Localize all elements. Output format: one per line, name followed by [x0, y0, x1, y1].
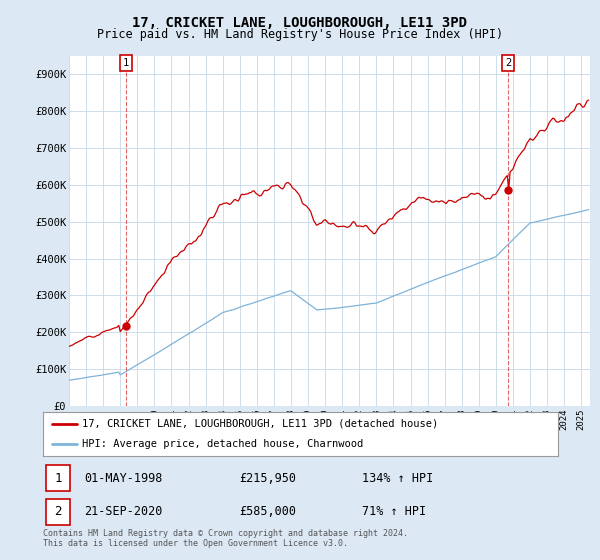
Text: 17, CRICKET LANE, LOUGHBOROUGH, LE11 3PD: 17, CRICKET LANE, LOUGHBOROUGH, LE11 3PD	[133, 16, 467, 30]
Text: 1: 1	[123, 58, 129, 68]
Text: 71% ↑ HPI: 71% ↑ HPI	[362, 505, 427, 519]
Text: 2: 2	[55, 505, 62, 519]
FancyBboxPatch shape	[46, 465, 70, 491]
Text: 01-MAY-1998: 01-MAY-1998	[85, 472, 163, 485]
Text: 2: 2	[505, 58, 511, 68]
Text: Price paid vs. HM Land Registry's House Price Index (HPI): Price paid vs. HM Land Registry's House …	[97, 28, 503, 41]
Text: £215,950: £215,950	[239, 472, 296, 485]
Text: HPI: Average price, detached house, Charnwood: HPI: Average price, detached house, Char…	[82, 439, 363, 449]
Text: Contains HM Land Registry data © Crown copyright and database right 2024.
This d: Contains HM Land Registry data © Crown c…	[43, 529, 408, 548]
Text: 17, CRICKET LANE, LOUGHBOROUGH, LE11 3PD (detached house): 17, CRICKET LANE, LOUGHBOROUGH, LE11 3PD…	[82, 419, 438, 429]
FancyBboxPatch shape	[46, 499, 70, 525]
Text: 21-SEP-2020: 21-SEP-2020	[85, 505, 163, 519]
Text: 1: 1	[55, 472, 62, 485]
Text: 134% ↑ HPI: 134% ↑ HPI	[362, 472, 434, 485]
Text: £585,000: £585,000	[239, 505, 296, 519]
